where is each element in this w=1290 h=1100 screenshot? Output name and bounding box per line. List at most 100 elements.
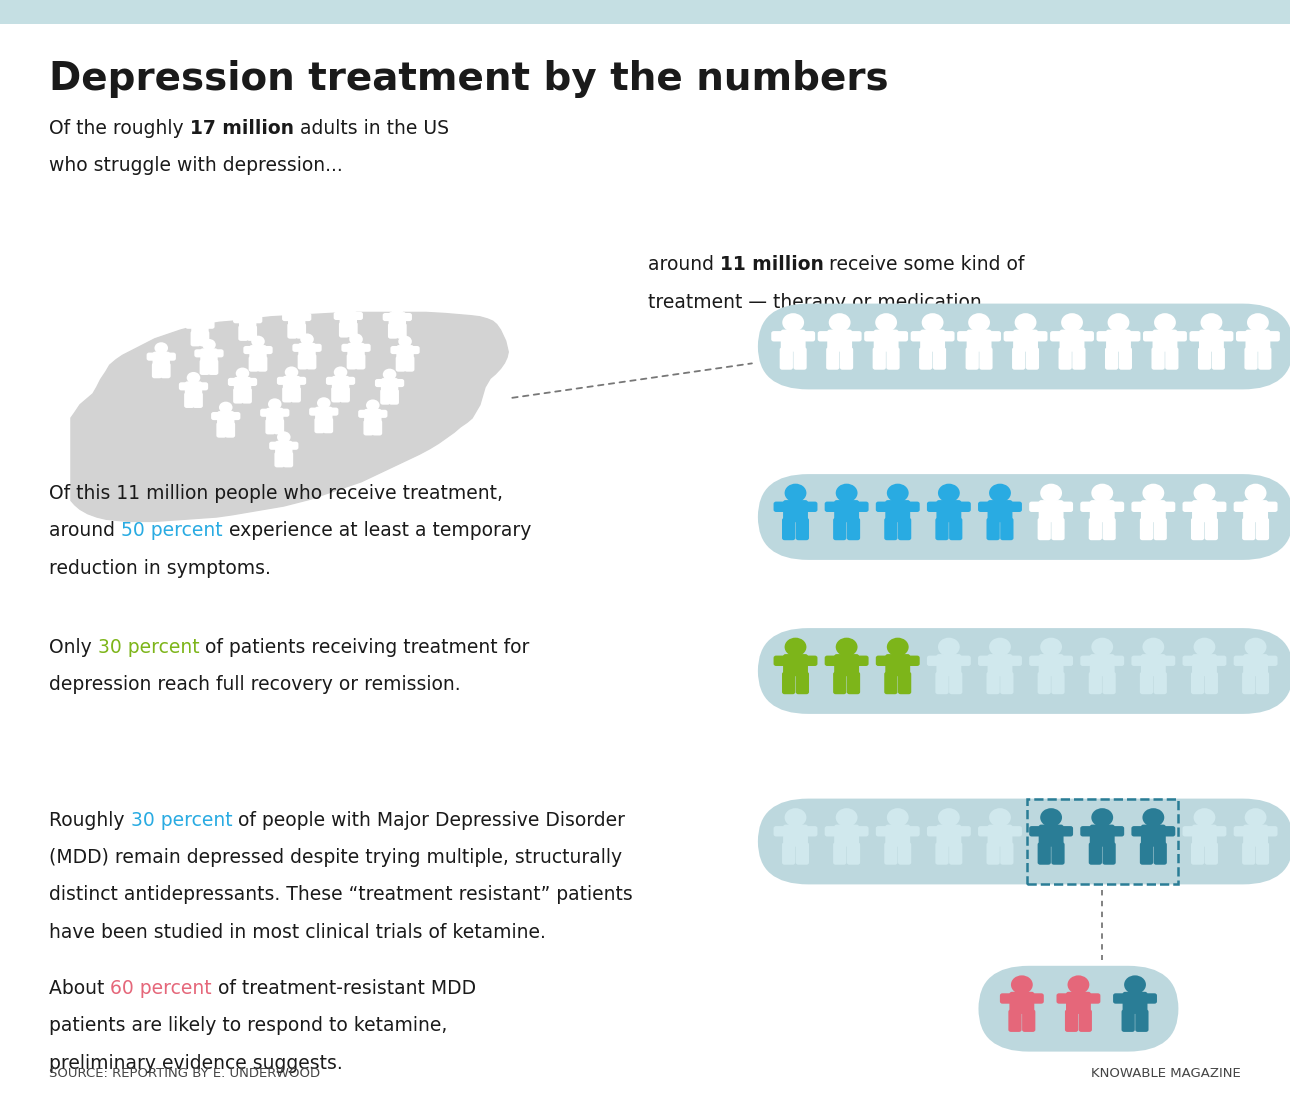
Circle shape	[784, 484, 806, 503]
FancyBboxPatch shape	[1245, 348, 1258, 370]
Text: of people with Major Depressive Disorder: of people with Major Depressive Disorder	[232, 811, 626, 829]
FancyBboxPatch shape	[1078, 1010, 1091, 1032]
FancyBboxPatch shape	[293, 344, 321, 352]
FancyBboxPatch shape	[1183, 502, 1227, 512]
FancyBboxPatch shape	[1013, 348, 1026, 370]
FancyBboxPatch shape	[1140, 672, 1153, 694]
FancyBboxPatch shape	[298, 343, 316, 359]
Circle shape	[334, 366, 347, 378]
FancyBboxPatch shape	[1205, 843, 1218, 865]
Circle shape	[1068, 976, 1089, 994]
Circle shape	[836, 484, 858, 503]
FancyBboxPatch shape	[783, 825, 808, 847]
FancyBboxPatch shape	[1089, 843, 1102, 865]
FancyBboxPatch shape	[782, 672, 795, 694]
FancyBboxPatch shape	[347, 322, 357, 338]
FancyBboxPatch shape	[1256, 518, 1269, 540]
FancyBboxPatch shape	[396, 356, 406, 372]
Circle shape	[1062, 314, 1082, 332]
FancyBboxPatch shape	[310, 408, 338, 416]
FancyBboxPatch shape	[949, 518, 962, 540]
FancyBboxPatch shape	[1233, 826, 1277, 836]
Circle shape	[301, 333, 313, 345]
Text: KNOWABLE MAGAZINE: KNOWABLE MAGAZINE	[1091, 1067, 1241, 1080]
FancyBboxPatch shape	[342, 344, 370, 352]
FancyBboxPatch shape	[1090, 654, 1115, 676]
Circle shape	[886, 638, 908, 657]
FancyBboxPatch shape	[885, 654, 911, 676]
FancyBboxPatch shape	[988, 654, 1013, 676]
FancyBboxPatch shape	[283, 387, 293, 403]
FancyBboxPatch shape	[1236, 331, 1280, 341]
FancyBboxPatch shape	[1066, 1010, 1078, 1032]
Text: 30 percent: 30 percent	[130, 811, 232, 829]
FancyBboxPatch shape	[261, 409, 289, 417]
Circle shape	[1011, 976, 1033, 994]
Circle shape	[1245, 638, 1267, 657]
Text: around: around	[648, 255, 720, 274]
FancyBboxPatch shape	[1059, 348, 1072, 370]
FancyBboxPatch shape	[783, 654, 808, 676]
Circle shape	[784, 638, 806, 657]
FancyBboxPatch shape	[1038, 825, 1063, 847]
Text: adults in the US: adults in the US	[294, 119, 449, 138]
Text: of treatment-resistant MDD: of treatment-resistant MDD	[212, 979, 476, 998]
Text: who struggle with depression...: who struggle with depression...	[49, 156, 343, 175]
FancyBboxPatch shape	[826, 348, 840, 370]
FancyBboxPatch shape	[1122, 992, 1148, 1014]
FancyBboxPatch shape	[1242, 672, 1255, 694]
FancyBboxPatch shape	[200, 349, 218, 364]
FancyBboxPatch shape	[780, 330, 806, 352]
FancyBboxPatch shape	[1183, 656, 1227, 666]
FancyBboxPatch shape	[978, 966, 1179, 1052]
FancyBboxPatch shape	[864, 331, 908, 341]
FancyBboxPatch shape	[1037, 843, 1051, 865]
FancyBboxPatch shape	[1183, 826, 1227, 836]
FancyBboxPatch shape	[1009, 992, 1035, 1014]
FancyBboxPatch shape	[824, 656, 868, 666]
Circle shape	[187, 372, 200, 384]
FancyBboxPatch shape	[364, 409, 382, 425]
Text: have been studied in most clinical trials of ketamine.: have been studied in most clinical trial…	[49, 923, 546, 942]
FancyBboxPatch shape	[1113, 993, 1157, 1003]
FancyBboxPatch shape	[796, 518, 809, 540]
FancyBboxPatch shape	[1205, 672, 1218, 694]
FancyBboxPatch shape	[928, 826, 971, 836]
FancyBboxPatch shape	[233, 388, 244, 404]
FancyBboxPatch shape	[200, 360, 210, 375]
Circle shape	[252, 336, 264, 348]
FancyBboxPatch shape	[1140, 825, 1166, 847]
FancyBboxPatch shape	[339, 311, 357, 327]
FancyBboxPatch shape	[290, 387, 301, 403]
FancyBboxPatch shape	[1080, 502, 1124, 512]
FancyBboxPatch shape	[937, 500, 961, 522]
FancyBboxPatch shape	[988, 500, 1013, 522]
FancyBboxPatch shape	[1072, 348, 1085, 370]
FancyBboxPatch shape	[833, 518, 846, 540]
FancyBboxPatch shape	[782, 518, 795, 540]
Circle shape	[236, 367, 249, 380]
Text: depression reach full recovery or remission.: depression reach full recovery or remiss…	[49, 675, 461, 694]
FancyBboxPatch shape	[1191, 518, 1205, 540]
FancyBboxPatch shape	[1189, 331, 1233, 341]
Circle shape	[1091, 484, 1113, 503]
FancyBboxPatch shape	[1191, 843, 1205, 865]
Circle shape	[1155, 314, 1176, 332]
Circle shape	[1015, 314, 1036, 332]
Polygon shape	[71, 312, 508, 521]
FancyBboxPatch shape	[884, 518, 898, 540]
Circle shape	[1201, 314, 1223, 332]
FancyBboxPatch shape	[835, 654, 859, 676]
FancyBboxPatch shape	[1057, 993, 1100, 1003]
Text: treatment — therapy or medication.: treatment — therapy or medication.	[648, 293, 987, 311]
FancyBboxPatch shape	[347, 354, 357, 370]
Text: receive some kind of: receive some kind of	[823, 255, 1024, 274]
Circle shape	[391, 302, 404, 315]
Circle shape	[1143, 638, 1165, 657]
FancyBboxPatch shape	[759, 304, 1290, 389]
Circle shape	[1124, 976, 1146, 994]
Circle shape	[938, 808, 960, 827]
FancyBboxPatch shape	[835, 825, 859, 847]
FancyBboxPatch shape	[152, 363, 163, 378]
FancyBboxPatch shape	[1000, 672, 1014, 694]
